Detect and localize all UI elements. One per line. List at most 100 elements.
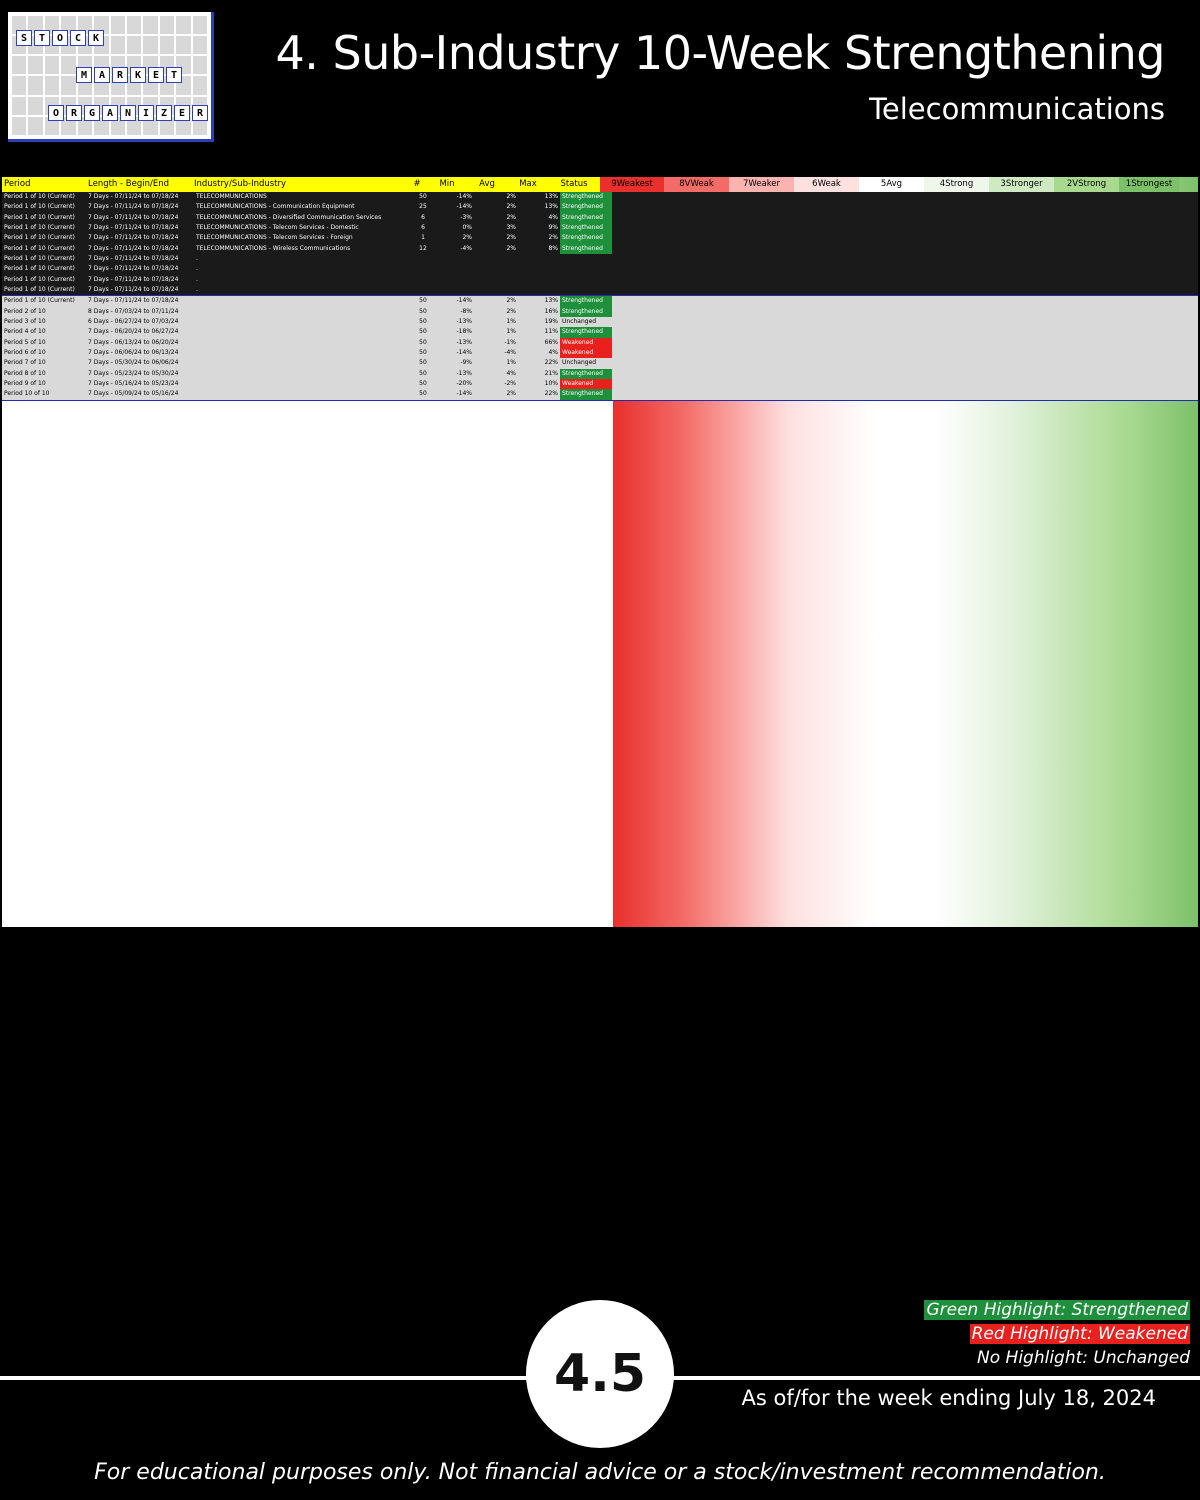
cell-n: 50 [419, 379, 427, 387]
cell-status: Strengthened [560, 306, 612, 317]
cell-n: 50 [419, 307, 427, 315]
cell-avg: 3% [506, 223, 516, 231]
logo-grid-cell [126, 116, 142, 135]
logo-letter: N [120, 105, 136, 121]
cell-length: 7 Days - 07/11/24 to 07/18/24 [88, 234, 179, 242]
cell-period: Period 6 of 10 [4, 348, 46, 356]
cell-min: -20% [456, 379, 472, 387]
table-row: Period 1 of 10 (Current) 7 Days - 07/11/2… [2, 264, 1198, 275]
cell-length: 7 Days - 07/11/24 to 07/18/24 [88, 223, 179, 231]
table-row: Period 1 of 10 (Current) 7 Days - 07/11/2… [2, 192, 1198, 203]
cell-avg [476, 285, 516, 295]
cell-period: Period 7 of 10 [4, 359, 46, 367]
cell-max: 16% [544, 307, 558, 315]
cell-period: Period 9 of 10 [4, 379, 46, 387]
column-header: Period [2, 177, 86, 192]
logo-letter: K [88, 30, 104, 46]
logo-grid-cell [143, 36, 158, 55]
cell-max: 13% [544, 193, 558, 200]
logo-grid-cell [126, 16, 142, 35]
logo-grid-cell [77, 116, 93, 135]
table-body: Period 1 of 10 (Current) 7 Days - 07/11/2… [2, 192, 1198, 401]
table-row: Period 1 of 10 (Current) 7 Days - 07/11/2… [2, 202, 1198, 213]
column-header: Min [428, 177, 466, 192]
cell-status: Weakened [560, 378, 612, 390]
logo-grid-cell [176, 36, 191, 55]
cell-min: -13% [456, 317, 472, 325]
cell-status [560, 264, 612, 274]
cell-status [560, 285, 612, 295]
cell-max: 13% [544, 203, 558, 211]
cell-avg: -1% [504, 338, 516, 346]
logo-letter: E [148, 67, 164, 83]
cell-min: -14% [456, 203, 472, 211]
logo-grid-cell [94, 116, 109, 135]
strength-table: Period Length - Begin/End Industry/Sub-Ind… [2, 177, 1198, 927]
cell-industry: TELECOMMUNICATIONS - Wireless Communicat… [196, 244, 351, 252]
cell-period: Period 1 of 10 (Current) [4, 234, 75, 242]
table-row: Period 1 of 10 (Current) 7 Days - 07/11/2… [2, 212, 1198, 223]
cell-industry: TELECOMMUNICATIONS - Telecom Services - … [196, 234, 353, 242]
group-divider [2, 399, 1198, 401]
cell-max: 10% [544, 379, 558, 387]
logo-grid-cell [192, 116, 207, 135]
cell-n: 50 [419, 369, 427, 377]
cell-period: Period 4 of 10 [4, 328, 46, 336]
cell-min: -13% [456, 369, 472, 377]
cell-length: 7 Days - 05/23/24 to 05/30/24 [88, 369, 179, 377]
cell-status: Strengthened [560, 243, 612, 254]
cell-min [436, 285, 472, 295]
column-header: Avg [466, 177, 508, 192]
cell-min: -14% [456, 193, 472, 200]
logo-grid-cell [61, 56, 76, 75]
cell-industry: TELECOMMUNICATIONS [196, 193, 267, 200]
table-row: Period 1 of 10 (Current) 7 Days - 07/11/2… [2, 233, 1198, 244]
cell-period: Period 10 of 10 [4, 390, 50, 398]
column-header: 8VWeak [664, 177, 729, 192]
table-row: Period 6 of 10 7 Days - 06/06/24 to 06/13… [2, 347, 1198, 359]
cell-max [520, 275, 558, 285]
cell-period: Period 8 of 10 [4, 369, 46, 377]
cell-n: 50 [419, 348, 427, 356]
section-badge: 4.5 [526, 1300, 674, 1448]
cell-n: 6 [421, 223, 425, 231]
cell-length: 7 Days - 05/16/24 to 05/23/24 [88, 379, 179, 387]
cell-period: Period 1 of 10 (Current) [4, 193, 75, 200]
logo-letter: O [52, 30, 68, 46]
cell-length: 7 Days - 07/11/24 to 07/18/24 [88, 213, 179, 221]
table-row: Period 2 of 10 8 Days - 07/03/24 to 07/11… [2, 306, 1198, 317]
cell-max: 22% [544, 359, 558, 367]
cell-industry: TELECOMMUNICATIONS - Telecom Services - … [196, 223, 359, 231]
logo-grid-cell [143, 116, 158, 135]
logo-grid-cell [110, 36, 125, 55]
logo-grid-cell [110, 116, 125, 135]
logo-grid-cell [28, 56, 43, 75]
logo-letter: E [174, 105, 190, 121]
table-row: Period 1 of 10 (Current) 7 Days - 07/11/2… [2, 274, 1198, 285]
logo-grid-cell [126, 36, 142, 55]
logo-grid-cell [61, 116, 76, 135]
cell-avg: 2% [506, 244, 516, 252]
cell-n: 50 [419, 193, 427, 200]
cell-avg: 2% [506, 297, 516, 305]
logo-letter: R [192, 105, 208, 121]
cell-max: 66% [544, 338, 558, 346]
cell-n [412, 275, 434, 285]
cell-n: 50 [419, 390, 427, 398]
cell-length: 7 Days - 07/11/24 to 07/18/24 [88, 254, 179, 262]
table-row: Period 1 of 10 (Current) 7 Days - 07/11/2… [2, 296, 1198, 307]
cell-length: 7 Days - 07/11/24 to 07/18/24 [88, 285, 179, 293]
cell-max [520, 285, 558, 295]
cell-industry: . [196, 265, 198, 273]
logo-letter: C [70, 30, 86, 46]
logo-letter: A [102, 105, 118, 121]
cell-industry: . [196, 285, 198, 293]
cell-avg [476, 264, 516, 274]
cell-avg: 2% [506, 203, 516, 211]
logo-letter: I [138, 105, 154, 121]
cell-period: Period 2 of 10 [4, 307, 46, 315]
cell-length: 7 Days - 05/09/24 to 05/16/24 [88, 390, 179, 398]
cell-n [412, 264, 434, 274]
cell-status: Strengthened [560, 368, 612, 379]
logo-grid-cell [61, 16, 76, 35]
